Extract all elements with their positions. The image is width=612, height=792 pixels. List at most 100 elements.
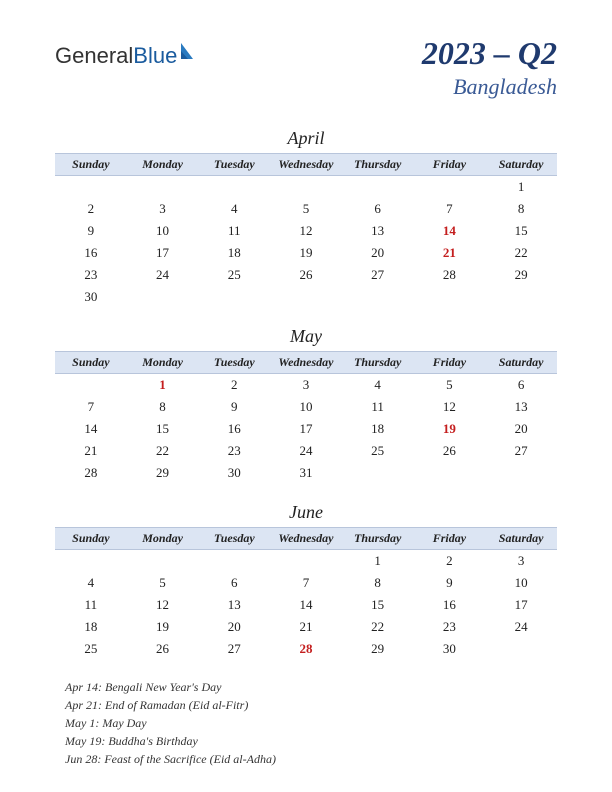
day-cell <box>198 550 270 573</box>
month-block: June SundayMondayTuesdayWednesdayThursday… <box>55 502 557 660</box>
day-cell: 9 <box>414 572 486 594</box>
day-cell: 21 <box>55 440 127 462</box>
day-cell: 12 <box>270 220 342 242</box>
day-cell: 23 <box>55 264 127 286</box>
day-cell: 19 <box>127 616 199 638</box>
day-cell: 7 <box>55 396 127 418</box>
week-row: 123 <box>55 550 557 573</box>
day-cell: 13 <box>198 594 270 616</box>
month-name: June <box>55 502 557 523</box>
week-row: 30 <box>55 286 557 308</box>
day-cell: 7 <box>414 198 486 220</box>
day-cell <box>55 176 127 199</box>
day-cell: 26 <box>127 638 199 660</box>
week-row: 23242526272829 <box>55 264 557 286</box>
day-cell <box>485 462 557 484</box>
day-cell: 2 <box>198 374 270 397</box>
day-header: Thursday <box>342 154 414 176</box>
calendar-table: SundayMondayTuesdayWednesdayThursdayFrid… <box>55 527 557 660</box>
day-cell: 30 <box>55 286 127 308</box>
day-cell: 28 <box>414 264 486 286</box>
week-row: 18192021222324 <box>55 616 557 638</box>
day-cell: 24 <box>485 616 557 638</box>
day-cell: 26 <box>414 440 486 462</box>
day-cell: 25 <box>342 440 414 462</box>
day-cell: 24 <box>127 264 199 286</box>
day-cell: 16 <box>198 418 270 440</box>
day-cell <box>55 374 127 397</box>
day-cell: 17 <box>127 242 199 264</box>
day-header: Monday <box>127 352 199 374</box>
day-header: Friday <box>414 352 486 374</box>
week-row: 11121314151617 <box>55 594 557 616</box>
day-cell <box>198 176 270 199</box>
day-cell: 24 <box>270 440 342 462</box>
day-cell: 3 <box>270 374 342 397</box>
day-cell <box>127 286 199 308</box>
day-cell: 3 <box>127 198 199 220</box>
day-cell: 1 <box>485 176 557 199</box>
day-cell: 28 <box>55 462 127 484</box>
week-row: 14151617181920 <box>55 418 557 440</box>
holidays-list: Apr 14: Bengali New Year's DayApr 21: En… <box>0 660 612 768</box>
day-cell: 13 <box>342 220 414 242</box>
day-cell: 10 <box>485 572 557 594</box>
day-cell: 2 <box>55 198 127 220</box>
day-cell <box>270 550 342 573</box>
day-cell: 15 <box>342 594 414 616</box>
day-header: Sunday <box>55 528 127 550</box>
day-cell: 22 <box>485 242 557 264</box>
day-cell: 25 <box>55 638 127 660</box>
week-row: 28293031 <box>55 462 557 484</box>
day-header: Wednesday <box>270 154 342 176</box>
day-cell: 20 <box>198 616 270 638</box>
day-cell: 15 <box>127 418 199 440</box>
day-cell: 28 <box>270 638 342 660</box>
day-cell: 19 <box>414 418 486 440</box>
day-cell: 7 <box>270 572 342 594</box>
day-cell: 12 <box>414 396 486 418</box>
day-cell: 4 <box>198 198 270 220</box>
day-cell: 27 <box>198 638 270 660</box>
day-cell: 4 <box>55 572 127 594</box>
day-header: Sunday <box>55 154 127 176</box>
day-header: Monday <box>127 528 199 550</box>
holiday-entry: Apr 14: Bengali New Year's Day <box>65 678 557 696</box>
day-cell: 15 <box>485 220 557 242</box>
day-cell: 29 <box>127 462 199 484</box>
day-cell: 20 <box>485 418 557 440</box>
day-header: Tuesday <box>198 352 270 374</box>
page-title: 2023 – Q2 <box>422 35 557 72</box>
day-cell <box>485 638 557 660</box>
day-cell: 5 <box>127 572 199 594</box>
day-cell: 5 <box>270 198 342 220</box>
day-cell: 14 <box>55 418 127 440</box>
week-row: 123456 <box>55 374 557 397</box>
holiday-entry: May 19: Buddha's Birthday <box>65 732 557 750</box>
day-cell: 2 <box>414 550 486 573</box>
day-cell: 11 <box>342 396 414 418</box>
month-name: April <box>55 128 557 149</box>
logo-text-blue: Blue <box>133 43 177 69</box>
day-cell: 12 <box>127 594 199 616</box>
day-cell <box>342 286 414 308</box>
day-cell: 19 <box>270 242 342 264</box>
day-cell <box>342 462 414 484</box>
day-cell: 6 <box>198 572 270 594</box>
week-row: 78910111213 <box>55 396 557 418</box>
day-cell: 13 <box>485 396 557 418</box>
holiday-entry: Jun 28: Feast of the Sacrifice (Eid al-A… <box>65 750 557 768</box>
day-header: Saturday <box>485 154 557 176</box>
day-header: Friday <box>414 154 486 176</box>
day-cell: 25 <box>198 264 270 286</box>
day-cell <box>414 286 486 308</box>
day-cell: 8 <box>342 572 414 594</box>
day-cell: 20 <box>342 242 414 264</box>
day-cell: 31 <box>270 462 342 484</box>
day-header: Saturday <box>485 352 557 374</box>
day-cell: 9 <box>198 396 270 418</box>
week-row: 21222324252627 <box>55 440 557 462</box>
day-cell: 22 <box>342 616 414 638</box>
day-cell: 8 <box>127 396 199 418</box>
day-cell: 27 <box>485 440 557 462</box>
